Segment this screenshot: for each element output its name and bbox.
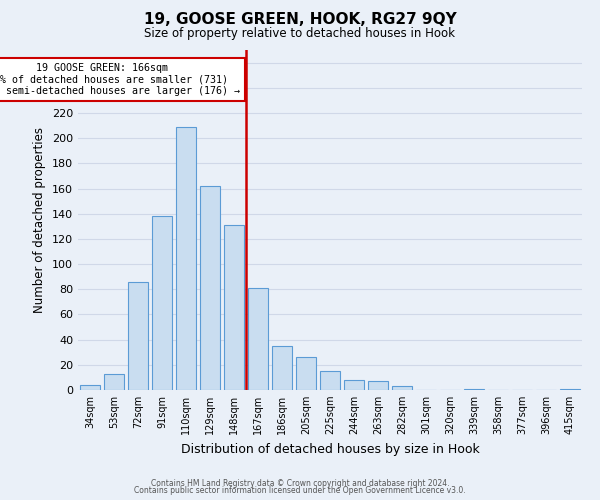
Bar <box>152 216 172 390</box>
Bar <box>560 388 580 390</box>
Text: Size of property relative to detached houses in Hook: Size of property relative to detached ho… <box>145 28 455 40</box>
Bar <box>80 385 100 390</box>
Text: 19 GOOSE GREEN: 166sqm
← 81% of detached houses are smaller (731)
19% of semi-de: 19 GOOSE GREEN: 166sqm ← 81% of detached… <box>0 62 240 96</box>
Bar <box>128 282 148 390</box>
Text: 19, GOOSE GREEN, HOOK, RG27 9QY: 19, GOOSE GREEN, HOOK, RG27 9QY <box>143 12 457 28</box>
Bar <box>104 374 124 390</box>
Text: Contains HM Land Registry data © Crown copyright and database right 2024.: Contains HM Land Registry data © Crown c… <box>151 478 449 488</box>
Text: Contains public sector information licensed under the Open Government Licence v3: Contains public sector information licen… <box>134 486 466 495</box>
Y-axis label: Number of detached properties: Number of detached properties <box>34 127 46 313</box>
Bar <box>368 381 388 390</box>
Bar <box>176 127 196 390</box>
Bar <box>296 358 316 390</box>
Bar <box>344 380 364 390</box>
Bar <box>248 288 268 390</box>
Bar <box>392 386 412 390</box>
Bar <box>464 388 484 390</box>
Bar <box>224 225 244 390</box>
Bar <box>272 346 292 390</box>
Bar <box>200 186 220 390</box>
X-axis label: Distribution of detached houses by size in Hook: Distribution of detached houses by size … <box>181 442 479 456</box>
Bar <box>320 371 340 390</box>
